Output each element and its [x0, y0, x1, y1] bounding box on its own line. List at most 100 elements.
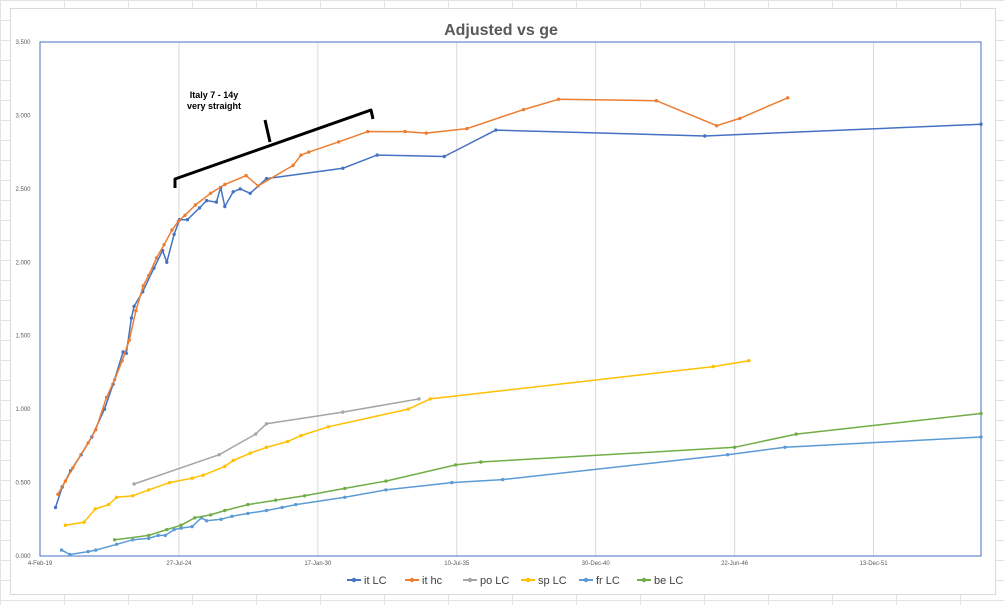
series-it-hc[interactable] [56, 96, 790, 496]
y-tick-label: 3.500 [15, 40, 31, 46]
data-point-it-lc [341, 166, 345, 170]
series-po-lc[interactable] [132, 397, 421, 486]
legend-item-sp-lc[interactable]: sp LC [521, 575, 567, 587]
data-point-sp-lc [248, 451, 252, 455]
data-point-be-lc [302, 494, 307, 498]
data-point-it-hc [154, 256, 159, 260]
legend-swatch-marker [351, 577, 357, 583]
data-point-be-lc [165, 527, 169, 532]
legend-label: fr LC [596, 575, 620, 587]
data-point-fr-lc [264, 508, 269, 513]
data-point-po-lc [217, 453, 221, 457]
legend: it LC it hc po LC sp LC fr LC be LC [347, 575, 683, 587]
series-layer [53, 96, 983, 557]
series-it-lc[interactable] [53, 122, 983, 510]
data-point-it-hc [403, 129, 407, 134]
legend-item-po-lc[interactable]: po LC [463, 575, 509, 587]
data-point-it-hc [183, 213, 187, 217]
legend-item-it-hc[interactable]: it hc [405, 575, 443, 587]
data-point-it-lc [53, 505, 58, 510]
legend-label: po LC [480, 575, 509, 587]
x-tick-label: 10-Jul-35 [444, 561, 470, 567]
legend-swatch-marker [641, 577, 647, 583]
data-point-fr-lc [230, 514, 234, 518]
y-tick-label: 1.500 [15, 334, 31, 340]
data-point-it-hc [162, 243, 166, 247]
data-point-fr-lc [86, 549, 90, 554]
data-point-po-lc [341, 410, 345, 414]
legend-item-fr-lc[interactable]: fr LC [579, 575, 620, 587]
data-point-be-lc [223, 508, 227, 513]
data-point-it-hc [112, 378, 117, 382]
data-point-be-lc [246, 502, 250, 507]
data-point-po-lc [264, 422, 269, 426]
data-point-fr-lc [219, 517, 223, 521]
data-point-it-lc [442, 154, 446, 159]
data-point-it-lc [703, 134, 707, 138]
data-point-it-hc [104, 395, 109, 400]
x-tick-label: 17-Jan-30 [304, 561, 332, 567]
x-tick-label: 27-Jul-24 [166, 561, 192, 567]
x-tick-label: 13-Dec-51 [860, 561, 889, 567]
data-point-fr-lc [343, 495, 347, 499]
data-point-it-hc [71, 466, 75, 470]
data-point-sp-lc [711, 364, 715, 369]
data-point-it-hc [56, 492, 60, 496]
series-line-po-lc [133, 398, 420, 485]
data-point-it-lc [185, 218, 190, 222]
data-point-it-hc [63, 479, 68, 483]
data-point-sp-lc [131, 494, 135, 498]
data-point-be-lc [384, 479, 388, 483]
data-point-fr-lc [179, 526, 183, 530]
data-point-it-lc [375, 153, 379, 157]
data-point-po-lc [417, 397, 421, 401]
data-point-fr-lc [783, 445, 787, 449]
legend-swatch-marker [583, 577, 589, 583]
data-point-fr-lc [204, 519, 209, 523]
legend-label: be LC [654, 575, 683, 587]
data-point-be-lc [343, 486, 347, 491]
legend-item-be-lc[interactable]: be LC [637, 575, 683, 587]
data-point-it-hc [223, 182, 227, 187]
data-point-be-lc [193, 516, 197, 520]
chart-area[interactable]: Adjusted vs ge 0.000 0.500 1.000 1.500 2.000… [10, 8, 996, 595]
data-point-it-lc [238, 187, 242, 191]
data-point-be-lc [732, 445, 737, 449]
data-point-fr-lc [979, 435, 983, 439]
series-line-fr-lc [61, 436, 982, 556]
data-point-it-hc [786, 96, 790, 100]
annotation-line-1: Italy 7 - 14y [190, 90, 239, 100]
legend-swatch-marker [467, 577, 473, 583]
data-point-sp-lc [201, 473, 205, 477]
data-point-it-hc [307, 150, 311, 154]
y-tick-label: 0.000 [15, 554, 31, 560]
data-point-it-hc [738, 116, 742, 121]
x-tick-label: 22-Jun-46 [721, 561, 749, 567]
y-tick-label: 3.000 [15, 113, 31, 119]
data-point-it-hc [465, 126, 469, 131]
data-point-it-lc [223, 204, 227, 209]
data-point-sp-lc [147, 488, 151, 492]
data-point-fr-lc [246, 511, 250, 516]
series-fr-lc[interactable] [59, 435, 983, 557]
data-point-it-lc [129, 316, 134, 320]
series-be-lc[interactable] [112, 411, 983, 542]
legend-item-it-lc[interactable]: it LC [347, 575, 387, 587]
data-point-sp-lc [286, 439, 290, 444]
x-axis-tick-labels: 4-Feb-19 27-Jul-24 17-Jan-30 10-Jul-35 30-De… [28, 561, 888, 567]
data-point-sp-lc [106, 502, 111, 507]
data-point-it-hc [141, 284, 145, 288]
data-point-fr-lc [131, 538, 135, 542]
data-point-it-lc [231, 190, 235, 194]
data-point-be-lc [147, 533, 151, 538]
data-point-it-hc [176, 219, 181, 223]
y-tick-label: 1.000 [15, 407, 31, 413]
y-tick-label: 2.000 [15, 260, 31, 266]
data-point-fr-lc [294, 502, 298, 507]
data-point-it-hc [424, 131, 428, 135]
data-point-sp-lc [223, 464, 227, 469]
data-point-it-hc [208, 191, 213, 195]
data-point-sp-lc [231, 458, 235, 463]
series-sp-lc[interactable] [63, 359, 751, 527]
data-point-be-lc [479, 460, 483, 464]
